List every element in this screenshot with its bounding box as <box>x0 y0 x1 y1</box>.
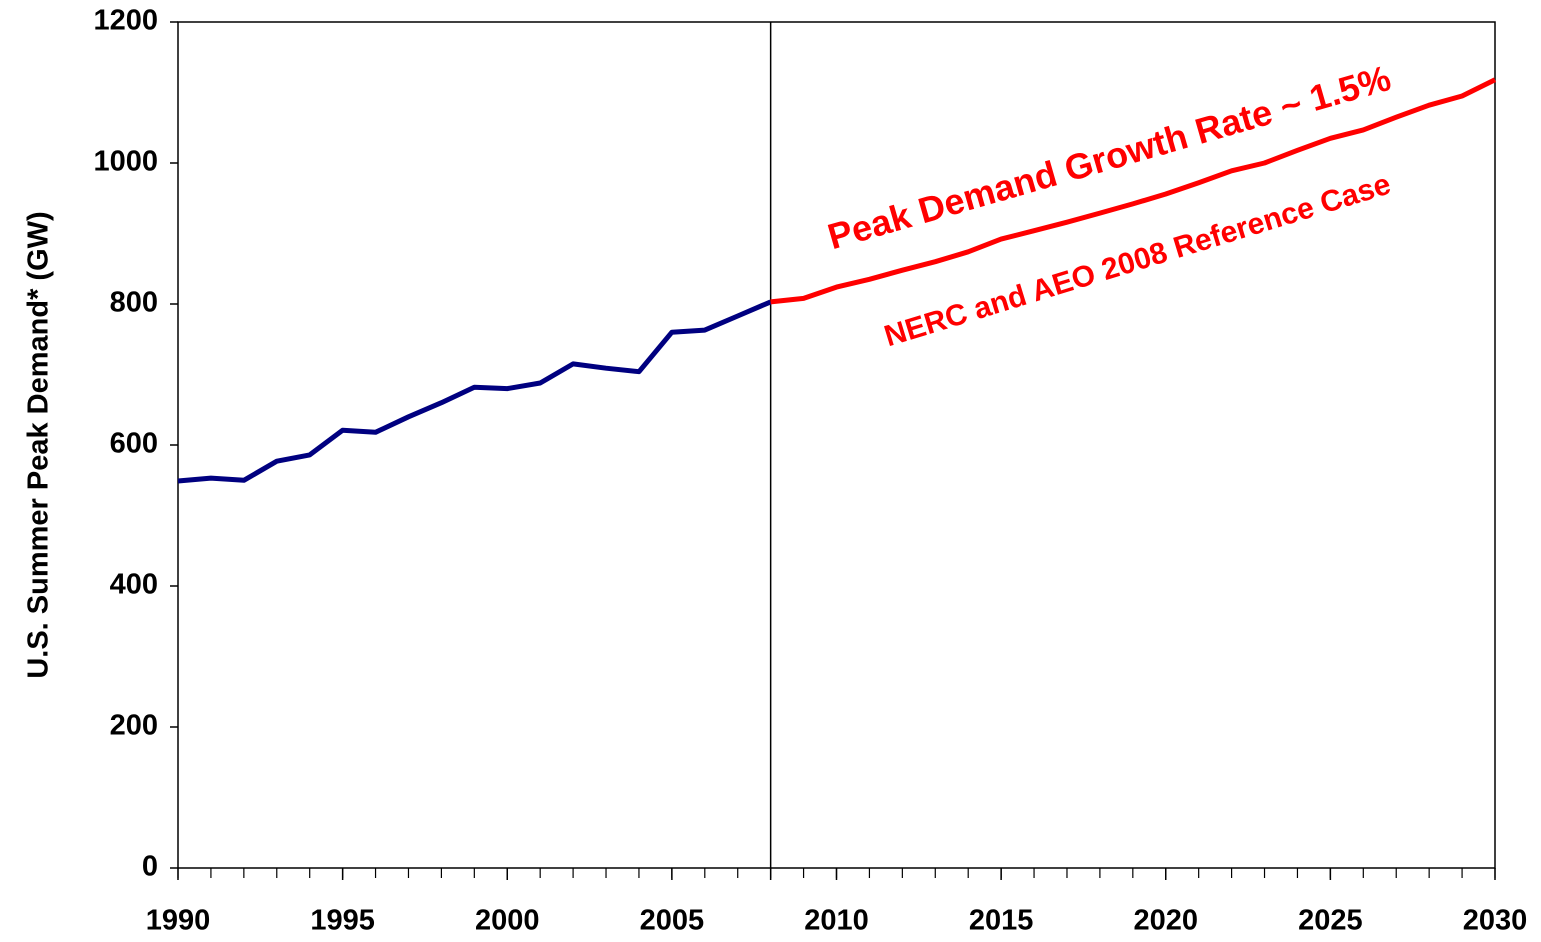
x-tick-label: 1995 <box>310 905 375 937</box>
y-tick-label: 1000 <box>93 146 158 178</box>
y-tick-label: 0 <box>142 851 158 883</box>
x-tick-label: 1990 <box>146 905 211 937</box>
x-tick-label: 2025 <box>1298 905 1363 937</box>
y-tick-label: 400 <box>110 569 158 601</box>
x-tick-label: 2015 <box>969 905 1034 937</box>
x-tick-label: 2000 <box>475 905 540 937</box>
y-axis-label: U.S. Summer Peak Demand* (GW) <box>23 211 55 678</box>
x-tick-label: 2030 <box>1463 905 1528 937</box>
x-tick-label: 2020 <box>1133 905 1198 937</box>
annotation: Peak Demand Growth Rate ~ 1.5% <box>823 57 1395 257</box>
x-tick-label: 2005 <box>640 905 705 937</box>
y-tick-label: 800 <box>110 287 158 319</box>
data-line <box>177 299 772 484</box>
x-tick-label: 2010 <box>804 905 869 937</box>
y-tick-label: 600 <box>110 428 158 460</box>
y-tick-label: 200 <box>110 710 158 742</box>
data-line <box>770 77 1497 305</box>
y-tick-label: 1200 <box>93 5 158 37</box>
